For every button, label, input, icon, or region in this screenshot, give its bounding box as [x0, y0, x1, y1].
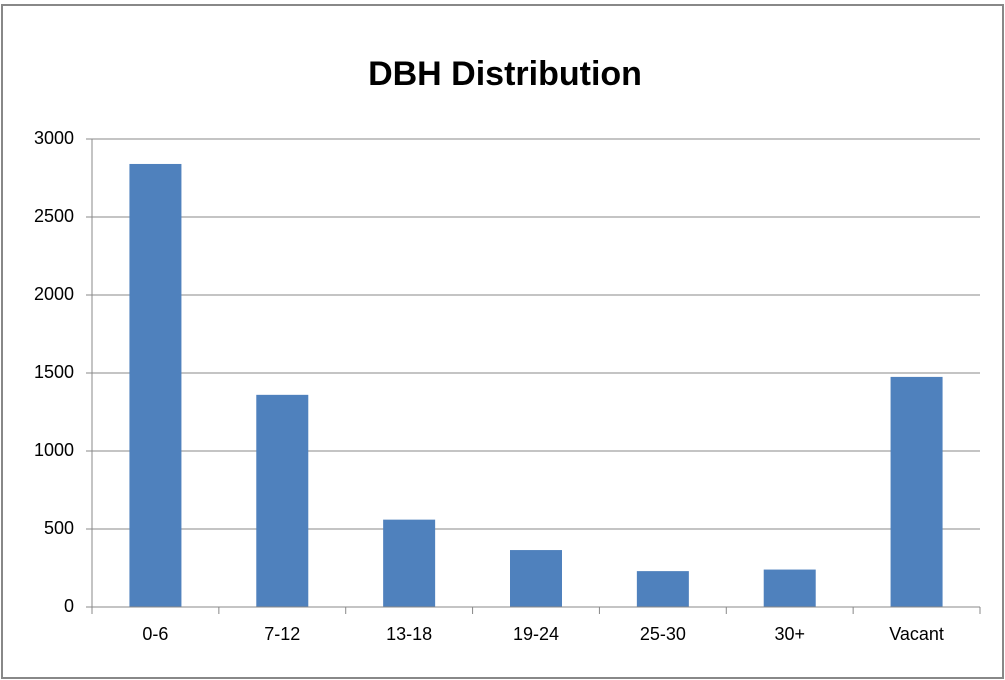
bar	[129, 163, 182, 607]
bar	[636, 571, 689, 607]
x-tick-label: 19-24	[513, 624, 559, 644]
y-tick-label: 2500	[34, 206, 74, 226]
bar	[256, 394, 309, 607]
bar	[763, 569, 816, 607]
x-tick-label: Vacant	[889, 624, 944, 644]
y-tick-label: 3000	[34, 128, 74, 148]
chart-title: DBH Distribution	[368, 55, 642, 93]
y-tick-label: 1500	[34, 362, 74, 382]
x-tick-label: 13-18	[386, 624, 432, 644]
y-tick-label: 1000	[34, 440, 74, 460]
y-tick-label: 500	[44, 518, 74, 538]
bar	[510, 550, 562, 607]
bar	[383, 519, 436, 607]
x-tick-label: 30+	[774, 624, 805, 644]
x-tick-label: 25-30	[640, 624, 686, 644]
x-tick-label: 0-6	[142, 624, 168, 644]
x-tick-label: 7-12	[264, 624, 300, 644]
y-tick-label: 0	[64, 596, 74, 616]
y-tick-label: 2000	[34, 284, 74, 304]
bar	[890, 376, 943, 607]
